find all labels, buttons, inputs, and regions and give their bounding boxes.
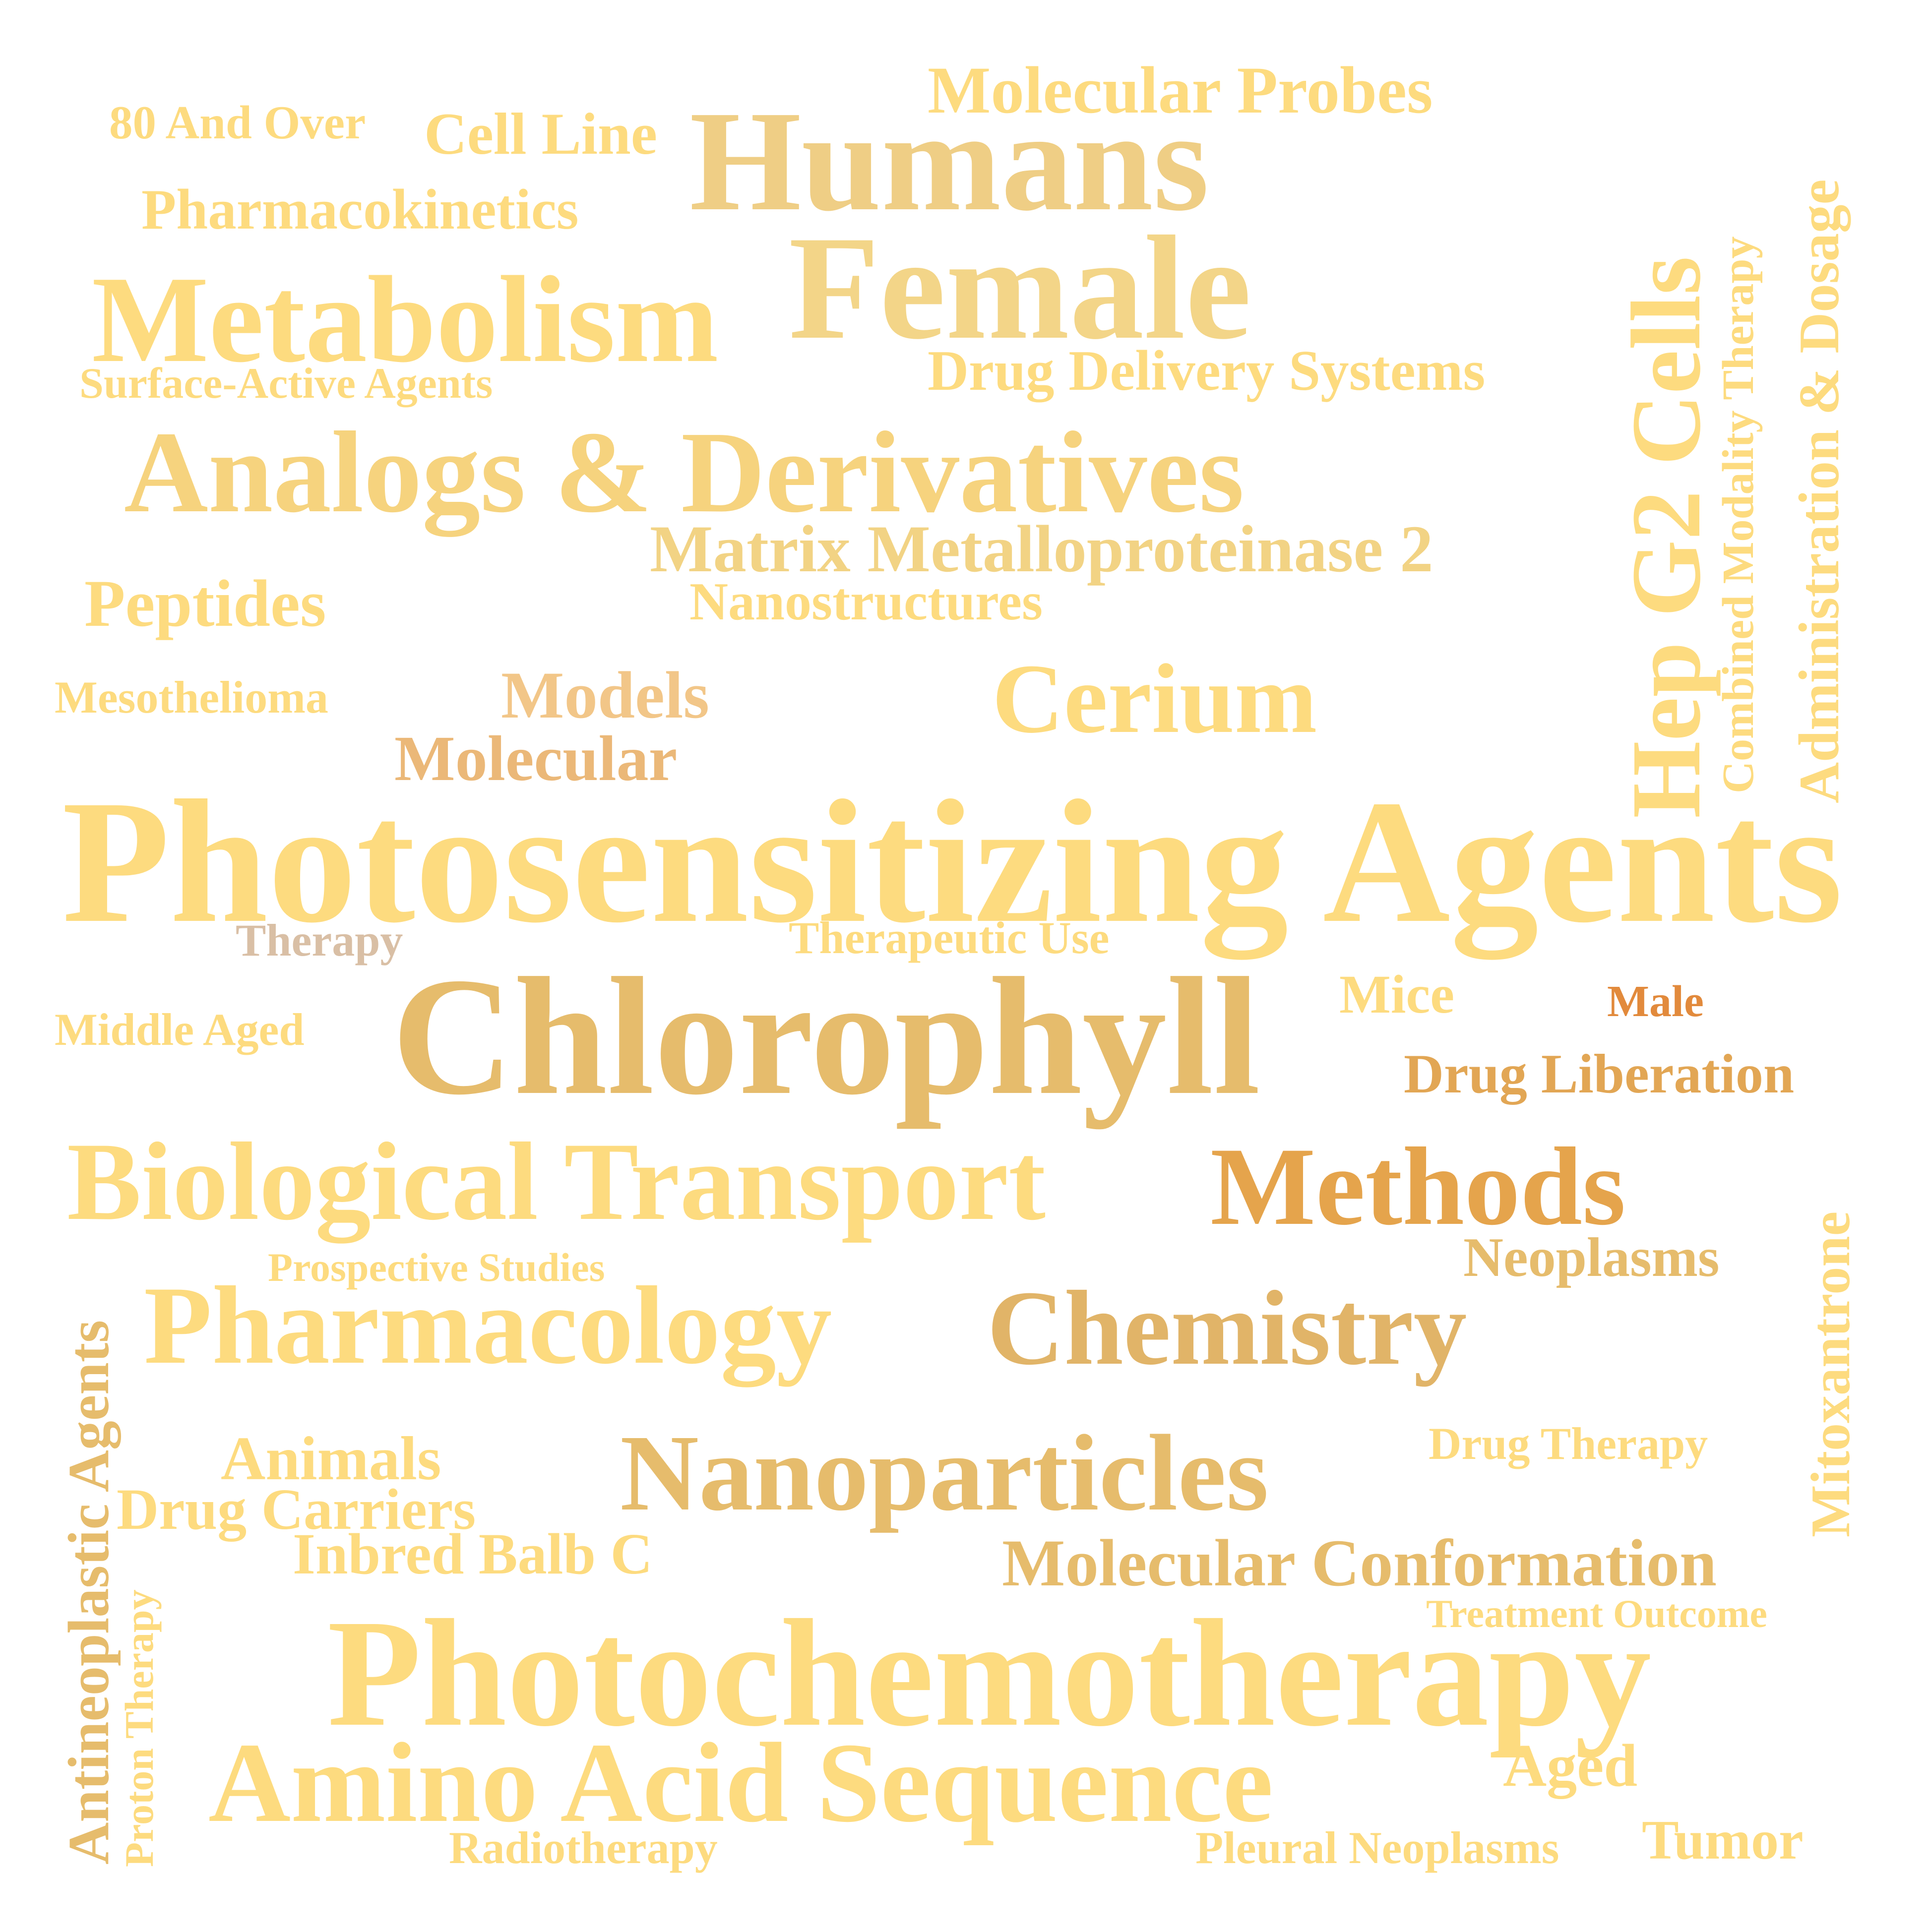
word-pleural-neoplasms: Pleural Neoplasms	[1195, 1822, 1559, 1873]
word-molecular-probes: Molecular Probes	[928, 54, 1433, 127]
word-analogs-derivatives: Analogs & Derivatives	[124, 408, 1245, 537]
word-cell-line: Cell Line	[424, 101, 657, 167]
word-therapy: Therapy	[236, 915, 403, 966]
word-drug-liberation: Drug Liberation	[1404, 1043, 1795, 1105]
word-80-and-over: 80 And Over	[109, 96, 366, 149]
word-peptides: Peptides	[84, 567, 326, 641]
word-radiotherapy: Radiotherapy	[449, 1822, 718, 1873]
word-chlorophyll: Chlorophyll	[392, 943, 1260, 1130]
word-mesothelioma: Mesothelioma	[55, 672, 328, 723]
word-drug-carriers: Drug Carriers	[117, 1477, 476, 1542]
word-middle-aged: Middle Aged	[55, 1004, 305, 1055]
word-neoplasms: Neoplasms	[1463, 1227, 1720, 1288]
word-hep-g2-cells: Hep G2 Cells	[1612, 256, 1721, 818]
word-cerium: Cerium	[992, 644, 1317, 754]
word-models: Models	[501, 659, 709, 732]
word-male: Male	[1607, 977, 1704, 1026]
word-nanoparticles: Nanoparticles	[620, 1412, 1269, 1533]
word-inbred-balb-c: Inbred Balb C	[293, 1521, 653, 1586]
word-photochemotherapy: Photochemotherapy	[327, 1588, 1652, 1758]
word-administration-dosage: Administration & Dosage	[1788, 179, 1851, 803]
word-prospective-studies: Prospective Studies	[268, 1245, 605, 1290]
word-pharmacokinetics: Pharmacokinetics	[141, 178, 579, 241]
word-surface-active-agents: Surface-Active Agents	[79, 360, 493, 408]
word-methods: Methods	[1210, 1124, 1626, 1248]
word-antineoplastic-agents: Antineoplastic Agents	[56, 1320, 121, 1865]
word-matrix-metalloproteinase-2: Matrix Metalloproteinase 2	[650, 512, 1433, 586]
word-metabolism: Metabolism	[92, 251, 719, 388]
word-therapeutic-use: Therapeutic Use	[789, 912, 1110, 963]
word-tumor: Tumor	[1642, 1810, 1804, 1871]
word-molecular: Molecular	[394, 723, 678, 794]
word-combined-modality-therapy: Combined Modality Therapy	[1714, 236, 1763, 793]
word-treatment-outcome: Treatment Outcome	[1426, 1592, 1767, 1636]
word-mice: Mice	[1339, 964, 1455, 1025]
word-amino-acid-sequence: Amino Acid Sequence	[208, 1719, 1273, 1846]
word-molecular-conformation: Molecular Conformation	[1002, 1526, 1717, 1600]
word-drug-therapy: Drug Therapy	[1429, 1418, 1708, 1469]
word-biological-transport: Biological Transport	[67, 1119, 1046, 1243]
word-mitoxantrone: Mitoxantrone	[1800, 1211, 1862, 1537]
word-photosensitizing-agents: Photosensitizing Agents	[62, 764, 1843, 960]
word-pharmacology: Pharmacology	[144, 1263, 832, 1387]
word-chemistry: Chemistry	[987, 1268, 1467, 1387]
word-female: Female	[789, 205, 1251, 370]
word-nanostructures: Nanostructures	[689, 572, 1043, 631]
word-drug-delivery-systems: Drug Delivery Systems	[928, 339, 1486, 402]
word-proton-therapy: Proton Therapy	[117, 1589, 162, 1867]
word-aged: Aged	[1503, 1732, 1638, 1799]
word-animals: Animals	[221, 1425, 441, 1493]
word-humans: Humans	[689, 81, 1209, 241]
